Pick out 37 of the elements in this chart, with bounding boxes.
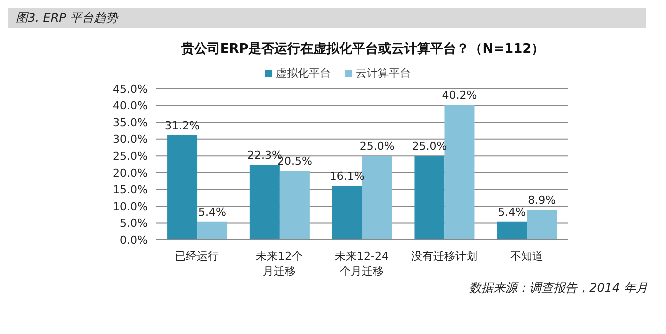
bar: [497, 222, 528, 240]
data-label: 5.4%: [498, 206, 526, 219]
data-label: 25.0%: [412, 140, 448, 154]
y-tick-label: 35.0%: [113, 116, 148, 130]
bar: [414, 156, 445, 240]
x-tick-label: 不知道: [510, 250, 544, 263]
data-label: 8.9%: [528, 194, 556, 208]
data-label: 25.0%: [360, 140, 395, 154]
data-label: 40.2%: [442, 89, 478, 102]
bar: [332, 186, 362, 240]
bar: [280, 171, 310, 240]
y-tick-label: 10.0%: [113, 200, 148, 214]
y-tick-label: 45.0%: [113, 82, 148, 96]
y-tick-label: 25.0%: [113, 150, 148, 164]
y-tick-label: 40.0%: [113, 100, 148, 113]
y-tick-label: 15.0%: [113, 184, 148, 197]
bar: [444, 105, 475, 240]
y-tick-label: 0.0%: [120, 234, 148, 247]
x-tick-label: 已经运行: [175, 250, 220, 263]
x-tick-label: 未来12-24个月迁移: [335, 250, 389, 278]
data-label: 5.4%: [198, 206, 227, 219]
data-label: 16.1%: [330, 170, 365, 183]
x-tick-label: 没有迁移计划: [411, 250, 478, 263]
y-tick-label: 5.0%: [120, 217, 148, 230]
legend-label: 云计算平台: [356, 66, 411, 81]
bar: [250, 165, 280, 240]
x-tick-label: 未来12个月迁移: [256, 250, 304, 278]
chart-subtitle: 贵公司ERP是否运行在虚拟化平台或云计算平台？（N=112）: [180, 40, 546, 58]
y-tick-label: 30.0%: [113, 133, 148, 146]
chart-title: 图3. ERP 平台趋势: [8, 8, 646, 28]
bar: [168, 135, 198, 240]
legend-label: 虚拟化平台: [276, 66, 331, 81]
bar: [198, 222, 228, 240]
source-note: 数据来源：调查报告，2014 年月: [468, 280, 649, 297]
data-label: 31.2%: [165, 119, 200, 132]
bar: [527, 210, 558, 240]
y-tick-label: 20.0%: [113, 166, 148, 180]
